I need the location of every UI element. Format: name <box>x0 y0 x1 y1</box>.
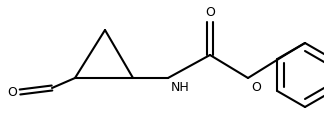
Text: NH: NH <box>171 81 190 94</box>
Text: O: O <box>7 85 17 98</box>
Text: O: O <box>251 81 261 94</box>
Text: O: O <box>205 6 215 19</box>
